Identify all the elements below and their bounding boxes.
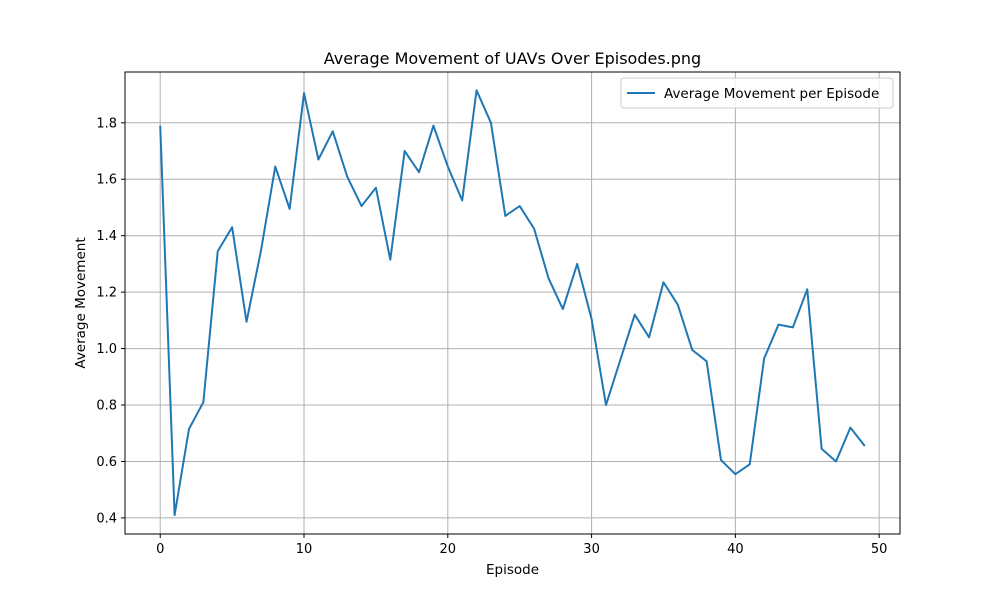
y-tick-label: 0.4: [96, 511, 117, 526]
series-line: [159, 89, 866, 517]
legend-box: [620, 77, 894, 109]
legend-label: Average Movement per Episode: [664, 86, 879, 102]
y-tick-label: 0.6: [96, 455, 117, 470]
y-tick-label: 0.8: [96, 399, 117, 414]
y-tick-label: 1.6: [96, 173, 117, 188]
series-layer: [159, 89, 866, 517]
legend: Average Movement per Episode: [620, 77, 894, 109]
x-axis-label: Episode: [486, 562, 539, 578]
x-tick-label: 20: [440, 542, 457, 557]
x-tick-label: 50: [871, 542, 888, 557]
y-tick-label: 1.8: [96, 116, 117, 131]
ticks: 0 10 20 30 40 50 0.4 0.6 0.8 1.0 1.2 1.4 1.6 1.8: [96, 116, 887, 557]
grid-lines: [125, 72, 900, 534]
x-tick-label: 30: [583, 542, 600, 557]
x-tick-label: 40: [727, 542, 744, 557]
axes-frame: [124, 71, 901, 535]
y-tick-label: 1.4: [96, 229, 117, 244]
y-tick-label: 1.2: [96, 286, 117, 301]
x-tick-label: 0: [156, 542, 164, 557]
x-tick-label: 10: [296, 542, 313, 557]
y-axis-label: Average Movement: [73, 237, 89, 368]
y-tick-label: 1.0: [96, 342, 117, 357]
chart-title: Average Movement of UAVs Over Episodes.p…: [324, 49, 701, 68]
